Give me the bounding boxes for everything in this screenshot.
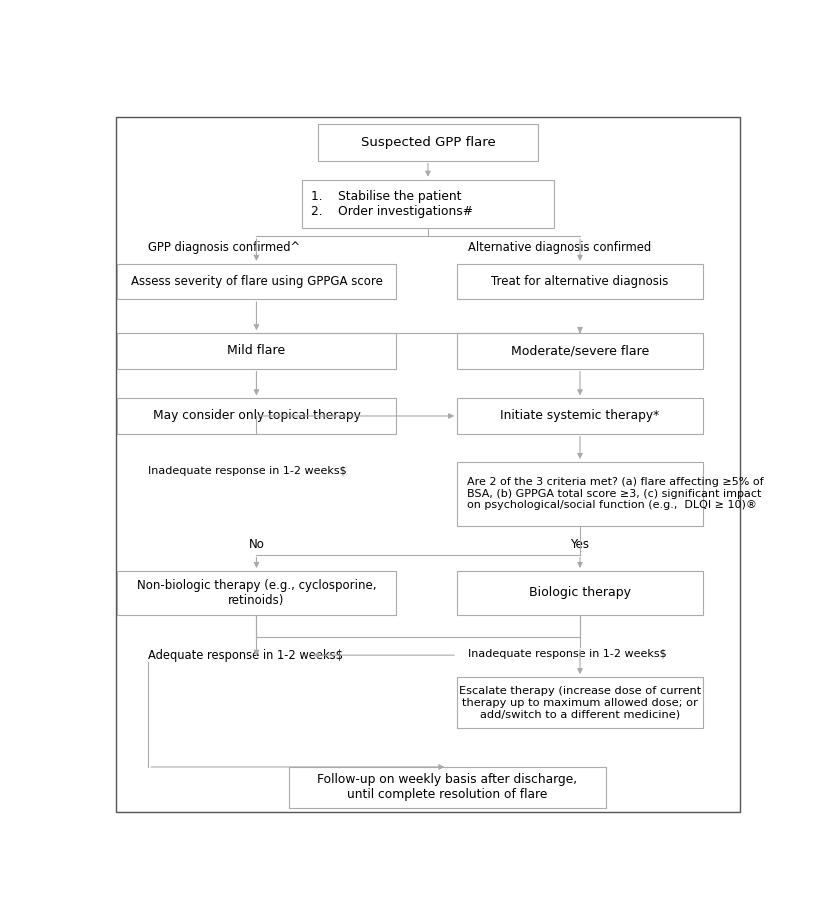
FancyBboxPatch shape [117, 571, 396, 615]
FancyBboxPatch shape [457, 677, 703, 728]
Text: May consider only topical therapy: May consider only topical therapy [153, 410, 361, 423]
Text: Alternative diagnosis confirmed: Alternative diagnosis confirmed [468, 241, 651, 254]
Text: Mild flare: Mild flare [227, 345, 286, 357]
Text: Escalate therapy (increase dose of current
therapy up to maximum allowed dose; o: Escalate therapy (increase dose of curre… [459, 686, 701, 720]
Text: Treat for alternative diagnosis: Treat for alternative diagnosis [491, 275, 669, 288]
FancyBboxPatch shape [457, 462, 703, 526]
Text: Adequate response in 1-2 weeks$: Adequate response in 1-2 weeks$ [149, 649, 343, 662]
Text: Suspected GPP flare: Suspected GPP flare [361, 136, 495, 149]
FancyBboxPatch shape [318, 124, 538, 161]
Text: Yes: Yes [570, 538, 590, 550]
Text: Initiate systemic therapy*: Initiate systemic therapy* [500, 410, 660, 423]
FancyBboxPatch shape [289, 767, 606, 808]
FancyBboxPatch shape [301, 179, 554, 228]
Text: Biologic therapy: Biologic therapy [529, 586, 631, 599]
Text: Are 2 of the 3 criteria met? (a) flare affecting ≥5% of
BSA, (b) GPPGA total sco: Are 2 of the 3 criteria met? (a) flare a… [467, 477, 763, 510]
FancyBboxPatch shape [117, 398, 396, 434]
Text: Inadequate response in 1-2 weeks$: Inadequate response in 1-2 weeks$ [149, 466, 347, 476]
Text: No: No [249, 538, 265, 550]
Text: Assess severity of flare using GPPGA score: Assess severity of flare using GPPGA sco… [130, 275, 382, 288]
FancyBboxPatch shape [117, 334, 396, 369]
Text: Inadequate response in 1-2 weeks$: Inadequate response in 1-2 weeks$ [468, 649, 666, 659]
FancyBboxPatch shape [457, 334, 703, 369]
Text: Non-biologic therapy (e.g., cyclosporine,
retinoids): Non-biologic therapy (e.g., cyclosporine… [137, 579, 377, 607]
Text: 1.    Stabilise the patient
2.    Order investigations#: 1. Stabilise the patient 2. Order invest… [311, 189, 473, 218]
Text: Follow-up on weekly basis after discharge,
until complete resolution of flare: Follow-up on weekly basis after discharg… [317, 774, 578, 801]
FancyBboxPatch shape [457, 571, 703, 615]
Text: Moderate/severe flare: Moderate/severe flare [511, 345, 649, 357]
FancyBboxPatch shape [457, 398, 703, 434]
Text: GPP diagnosis confirmed^: GPP diagnosis confirmed^ [149, 241, 301, 254]
FancyBboxPatch shape [117, 264, 396, 300]
FancyBboxPatch shape [457, 264, 703, 300]
